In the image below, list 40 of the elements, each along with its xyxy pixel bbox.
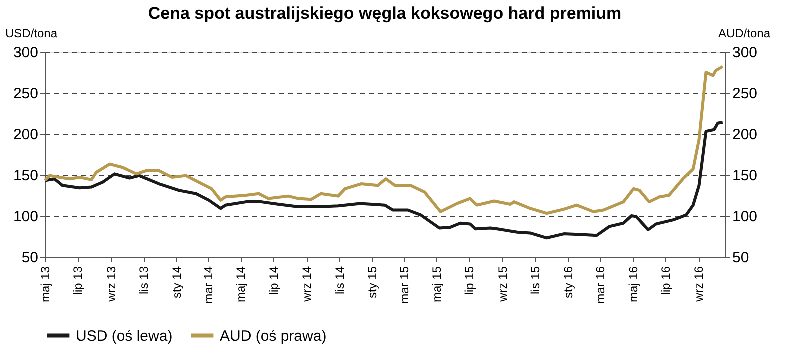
y2-tick-label: 200 [732, 126, 758, 144]
x-tick-label: maj 15 [430, 266, 444, 303]
line-series [44, 65, 724, 216]
y-tick-label: 250 [13, 86, 38, 102]
x-tick-label: maj 14 [234, 266, 248, 303]
y2-tick-label: 100 [732, 208, 758, 226]
y2-tick-label: 50 [732, 250, 750, 266]
x-tick-label: lip 14 [266, 266, 281, 296]
x-tick-label: wrz 16 [692, 266, 706, 303]
x-tick-label: lip 16 [658, 266, 673, 296]
y-tick-label: 50 [22, 250, 38, 266]
y-tick-label: 100 [13, 208, 38, 226]
x-tick-label: sty 16 [561, 266, 576, 299]
chart-title: Cena spot australijskiego węgla koksowego hard premium [148, 4, 622, 23]
x-tick-label: sty 14 [170, 266, 184, 299]
x-tick-label: lis 15 [528, 266, 543, 295]
x-tick-label: wrz 15 [496, 266, 510, 303]
x-tick-label: sty 15 [366, 266, 380, 299]
y-tick-label: 150 [13, 168, 38, 184]
y-axis-title: USD/tona [6, 26, 58, 40]
y2-tick-label: 300 [732, 44, 758, 62]
x-tick-label: lip 15 [462, 266, 477, 296]
y-tick-label: 200 [13, 126, 38, 144]
x-tick-label: maj 13 [38, 266, 52, 303]
x-tick-label: lip 13 [71, 266, 86, 296]
line-series [44, 121, 724, 240]
x-tick-label: lis 13 [137, 266, 152, 295]
x-tick-label: maj 16 [626, 266, 640, 303]
x-tick-label: wrz 14 [300, 266, 314, 303]
x-tick-label: wrz 13 [104, 266, 118, 303]
x-tick-label: mar 14 [202, 266, 216, 304]
x-tick-label: lis 14 [332, 266, 347, 295]
x-tick-label: mar 16 [594, 266, 608, 304]
y2-axis-title: AUD/tona [718, 26, 771, 40]
legend-label: AUD (oś prawa) [220, 328, 327, 345]
legend-label: USD (oś lewa) [76, 328, 173, 345]
y2-tick-label: 150 [732, 168, 758, 184]
y-tick-label: 300 [13, 44, 38, 62]
y2-tick-label: 250 [732, 86, 758, 102]
x-tick-label: mar 15 [397, 266, 412, 304]
